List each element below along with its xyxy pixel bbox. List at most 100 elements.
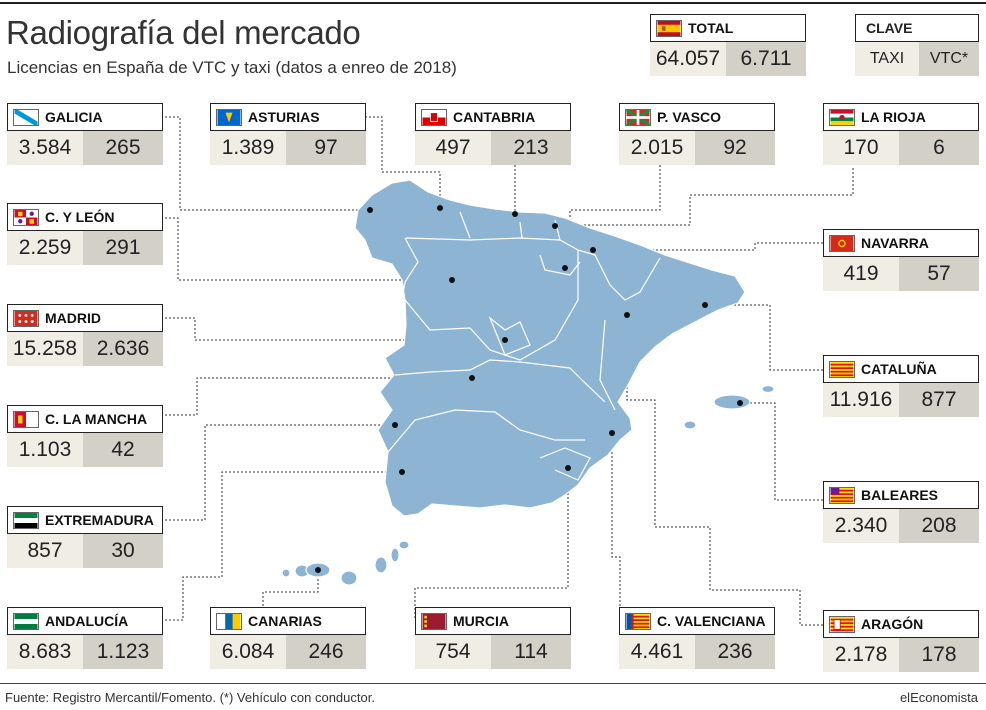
taxi-value: 419	[823, 257, 899, 291]
dot-cantabria	[512, 211, 518, 217]
card-andalucia: ANDALUCÍA 8.683 1.123	[7, 607, 163, 669]
baleares-flag-icon	[829, 486, 855, 504]
canary-island-7	[281, 568, 291, 578]
dot-extremadura	[392, 422, 398, 428]
region-name: CATALUÑA	[861, 361, 937, 377]
leader-galicia	[165, 116, 370, 211]
card-navarra: NAVARRA 419 57	[823, 229, 979, 291]
leader-cataluna	[705, 304, 823, 371]
cvalenciana-flag-icon	[625, 612, 651, 630]
aragon-flag-icon	[829, 615, 855, 633]
card-madrid: MADRID 15.258 2.636	[7, 304, 163, 366]
card-larioja: LA RIOJA 170 6	[823, 103, 979, 165]
madrid-flag-icon	[13, 309, 39, 327]
vtc-value: 291	[83, 231, 163, 265]
vtc-value: 42	[83, 433, 163, 467]
leader-cvalenciana	[611, 433, 621, 610]
dot-baleares	[737, 400, 743, 406]
dot-larioja	[562, 265, 568, 271]
taxi-value: 170	[823, 131, 899, 165]
vtc-value: 178	[899, 638, 979, 672]
vtc-value: 57	[899, 257, 979, 291]
key-vtc: VTC*	[919, 42, 979, 76]
card-asturias: ASTURIAS 1.389 97	[210, 103, 366, 165]
dot-aragon	[624, 312, 630, 318]
vtc-value: 877	[899, 383, 979, 417]
leader-baleares	[740, 402, 823, 501]
taxi-value: 3.584	[7, 131, 83, 165]
total-taxi: 64.057	[650, 42, 726, 76]
vtc-value: 2.636	[83, 332, 163, 366]
taxi-value: 8.683	[7, 635, 83, 669]
total-vtc: 6.711	[726, 42, 806, 76]
vtc-value: 265	[83, 131, 163, 165]
leader-cyleon	[165, 217, 452, 281]
region-name: MADRID	[45, 310, 101, 326]
region-name: GALICIA	[45, 109, 103, 125]
card-canarias: CANARIAS 6.084 246	[210, 607, 366, 669]
card-extremadura: EXTREMADURA 857 30	[7, 506, 163, 568]
region-name: C. VALENCIANA	[657, 613, 766, 629]
region-name: C. LA MANCHA	[45, 411, 148, 427]
galicia-flag-icon	[13, 108, 39, 126]
dot-canarias	[315, 567, 321, 573]
pvasco-flag-icon	[625, 108, 651, 126]
card-baleares: BALEARES 2.340 208	[823, 481, 979, 543]
card-murcia: MURCIA 754 114	[415, 607, 571, 669]
dot-madrid	[502, 337, 508, 343]
dot-cataluna	[702, 302, 708, 308]
region-borders	[387, 211, 661, 481]
leader-lines	[165, 116, 854, 626]
asturias-flag-icon	[216, 108, 242, 126]
region-name: NAVARRA	[861, 235, 929, 251]
key-box: CLAVE TAXI VTC*	[855, 14, 979, 76]
vtc-value: 114	[491, 635, 571, 669]
taxi-value: 2.015	[619, 131, 695, 165]
taxi-value: 15.258	[7, 332, 83, 366]
ibiza-island	[683, 420, 697, 430]
vtc-value: 92	[695, 131, 775, 165]
leader-asturias	[365, 116, 441, 208]
brand-label: elEconomista	[899, 690, 978, 705]
spain-flag-icon	[656, 19, 682, 37]
leader-andalucia	[165, 471, 402, 621]
dot-murcia	[565, 465, 571, 471]
taxi-value: 1.389	[210, 131, 286, 165]
extremadura-flag-icon	[13, 511, 39, 529]
leader-canarias	[262, 570, 319, 610]
region-name: CANTABRIA	[453, 109, 536, 125]
taxi-value: 857	[7, 534, 83, 568]
dot-navarra	[590, 247, 596, 253]
city-dots	[315, 205, 743, 573]
canary-island-3	[340, 570, 358, 586]
leader-extremadura	[165, 424, 395, 521]
leader-pvasco	[555, 165, 661, 227]
peninsula-outline	[354, 179, 746, 517]
card-galicia: GALICIA 3.584 265	[7, 103, 163, 165]
vtc-value: 208	[899, 509, 979, 543]
key-taxi: TAXI	[855, 42, 919, 76]
card-cvalenciana: C. VALENCIANA 4.461 236	[619, 607, 775, 669]
dot-cvalenciana	[609, 430, 615, 436]
taxi-value: 6.084	[210, 635, 286, 669]
canarias-flag-icon	[216, 612, 242, 630]
murcia-flag-icon	[421, 612, 447, 630]
andalucia-flag-icon	[13, 612, 39, 630]
card-cataluna: CATALUÑA 11.916 877	[823, 355, 979, 417]
taxi-value: 2.259	[7, 231, 83, 265]
vtc-value: 236	[695, 635, 775, 669]
card-clamancha: C. LA MANCHA 1.103 42	[7, 405, 163, 467]
vtc-value: 6	[899, 131, 979, 165]
clamancha-flag-icon	[13, 410, 39, 428]
region-name: BALEARES	[861, 487, 939, 503]
region-name: C. Y LEÓN	[45, 209, 115, 225]
peninsula	[281, 179, 775, 586]
source-note: Fuente: Registro Mercantil/Fomento. (*) …	[5, 690, 375, 705]
vtc-value: 30	[83, 534, 163, 568]
footer-rule	[0, 683, 986, 684]
dot-pvasco	[552, 223, 558, 229]
dot-cyleon	[449, 277, 455, 283]
card-cantabria: CANTABRIA 497 213	[415, 103, 571, 165]
total-label: TOTAL	[688, 20, 734, 36]
